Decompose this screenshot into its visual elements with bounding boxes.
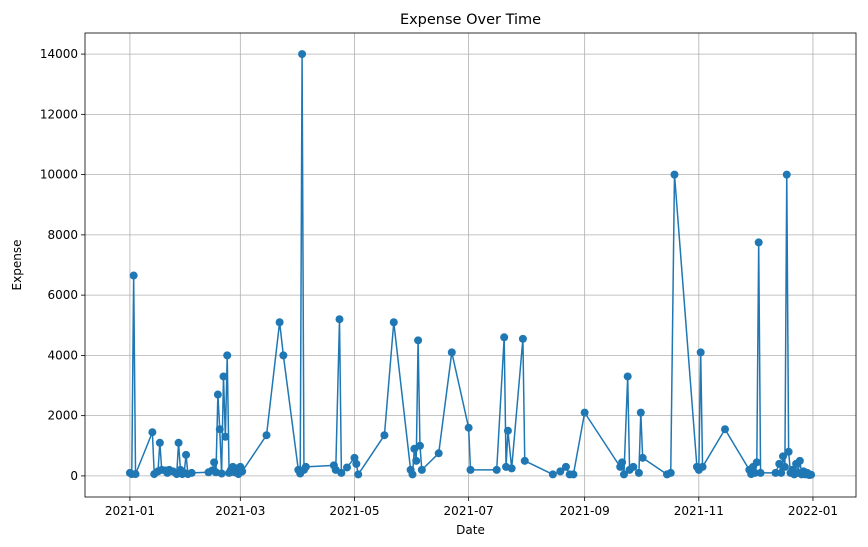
data-point <box>182 450 191 459</box>
data-point <box>623 372 632 381</box>
data-point <box>518 334 527 343</box>
x-tick-label: 2022-01 <box>788 504 838 518</box>
data-point <box>569 470 578 479</box>
x-tick-label: 2021-01 <box>105 504 155 518</box>
data-point <box>464 423 473 432</box>
data-point <box>275 318 284 327</box>
data-point <box>561 462 570 471</box>
data-point <box>556 467 565 476</box>
data-point <box>434 449 443 458</box>
data-point <box>221 432 230 441</box>
series-group <box>125 50 816 480</box>
data-point <box>408 470 417 479</box>
x-tick-label: 2021-05 <box>329 504 379 518</box>
data-point <box>415 441 424 450</box>
data-point <box>696 348 705 357</box>
data-point <box>784 447 793 456</box>
y-tick-label: 6000 <box>47 288 78 302</box>
data-point <box>238 467 247 476</box>
data-point <box>342 463 351 472</box>
data-point <box>148 428 157 437</box>
data-point <box>223 351 232 360</box>
data-point <box>771 468 780 477</box>
x-axis-title: Date <box>456 523 485 537</box>
series-line <box>129 53 812 476</box>
data-point <box>619 470 628 479</box>
x-axis: 2021-01 2021-03 2021-05 2021-07 2021-09 2021-… <box>105 497 838 518</box>
data-point <box>721 425 729 434</box>
x-tick-label: 2021-07 <box>444 504 494 518</box>
data-point <box>337 468 346 477</box>
data-point <box>155 438 164 447</box>
y-tick-label: 2000 <box>47 409 78 423</box>
x-tick-label: 2021-11 <box>674 504 724 518</box>
data-point <box>389 318 398 327</box>
data-point <box>520 456 529 465</box>
data-point <box>210 458 219 467</box>
data-point <box>335 315 344 324</box>
data-point <box>750 468 759 477</box>
data-point <box>174 438 183 447</box>
data-point <box>262 431 271 440</box>
data-point <box>548 470 557 479</box>
data-point <box>298 50 307 59</box>
data-point <box>412 456 421 465</box>
data-point <box>213 390 222 399</box>
data-point <box>636 408 645 417</box>
data-point <box>503 426 512 435</box>
data-point <box>417 465 426 474</box>
data-point <box>219 372 228 381</box>
x-tick-label: 2021-09 <box>560 504 610 518</box>
data-point <box>634 468 643 477</box>
data-point <box>466 465 475 474</box>
y-axis: 0 2000 4000 6000 8000 10000 12000 14000 <box>40 47 85 483</box>
data-point <box>279 351 288 360</box>
x-tick-label: 2021-03 <box>215 504 265 518</box>
data-point <box>807 470 816 479</box>
data-point <box>447 348 456 357</box>
data-point <box>131 470 140 479</box>
data-point <box>354 470 363 479</box>
data-point <box>698 462 707 471</box>
plot-frame <box>84 32 857 498</box>
data-point <box>638 453 647 462</box>
data-point <box>777 468 786 477</box>
y-tick-label: 10000 <box>40 168 78 182</box>
data-point <box>187 468 196 477</box>
data-point <box>580 408 589 417</box>
data-point <box>756 468 765 477</box>
data-point <box>782 170 791 179</box>
data-point <box>507 464 516 473</box>
data-point <box>352 459 361 468</box>
y-tick-label: 8000 <box>47 228 78 242</box>
y-axis-title: Expense <box>10 240 24 291</box>
data-point <box>752 458 761 467</box>
grid-lines <box>85 33 856 497</box>
data-point <box>129 271 138 280</box>
data-point <box>754 238 763 247</box>
data-point <box>670 170 679 179</box>
data-point <box>350 453 359 462</box>
data-point <box>500 333 509 342</box>
data-point <box>380 431 389 440</box>
data-point <box>795 456 804 465</box>
data-point <box>780 462 789 471</box>
data-point <box>414 336 423 345</box>
data-point <box>215 425 224 434</box>
y-tick-label: 4000 <box>47 348 78 362</box>
data-point <box>629 462 638 471</box>
chart-title: Expense Over Time <box>400 12 541 28</box>
data-point <box>217 469 226 478</box>
y-tick-label: 12000 <box>40 107 78 121</box>
data-point <box>618 458 627 467</box>
data-point <box>492 465 501 474</box>
data-point <box>301 462 310 471</box>
data-point <box>666 468 675 477</box>
y-tick-label: 14000 <box>40 47 78 61</box>
y-tick-label: 0 <box>70 469 78 483</box>
data-point <box>779 452 788 461</box>
